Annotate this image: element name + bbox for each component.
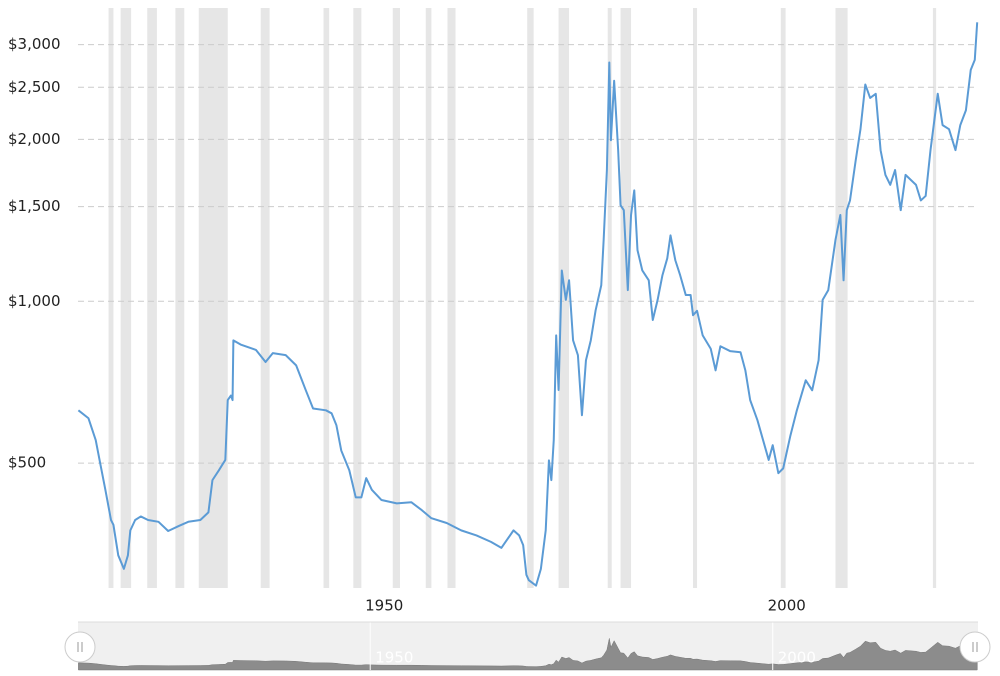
navigator-handle-right[interactable] <box>959 631 991 663</box>
recession-band <box>108 8 114 588</box>
navigator-tick-label: 1950 <box>375 649 413 667</box>
y-tick-label: $2,500 <box>8 78 61 96</box>
y-tick-label: $3,000 <box>8 35 61 53</box>
x-tick-label: 1950 <box>365 597 403 615</box>
recession-band <box>323 8 330 588</box>
recession-band <box>607 8 612 588</box>
y-tick-label: $1,000 <box>8 292 61 310</box>
handle[interactable] <box>959 631 991 663</box>
recession-layer <box>108 8 937 588</box>
recession-band <box>147 8 157 588</box>
recession-band <box>353 8 362 588</box>
recession-band <box>780 8 786 588</box>
recession-band <box>932 8 937 588</box>
y-tick-label: $1,500 <box>8 197 61 215</box>
plot-layer <box>77 22 979 587</box>
recession-band <box>693 8 698 588</box>
recession-band <box>558 8 570 588</box>
recession-band <box>527 8 534 588</box>
y-tick-label: $500 <box>8 454 46 472</box>
grid-layer: $500 $1,000 $1,500 $2,000 $2,500 $3,000 1950 20… <box>8 35 978 615</box>
navigator-tick-label: 2000 <box>778 649 816 667</box>
recession-band <box>835 8 848 588</box>
recession-band <box>425 8 432 588</box>
y-tick-label: $2,000 <box>8 130 61 148</box>
price-line <box>77 22 979 587</box>
recession-band <box>260 8 270 588</box>
recession-band <box>392 8 401 588</box>
x-tick-label: 2000 <box>768 597 806 615</box>
handle[interactable] <box>64 631 96 663</box>
recession-band <box>198 8 228 588</box>
recession-band <box>447 8 456 588</box>
navigator-handle-left[interactable] <box>64 631 96 663</box>
navigator-area <box>78 632 978 671</box>
recession-band <box>620 8 632 588</box>
recession-band <box>175 8 185 588</box>
recession-band <box>120 8 132 588</box>
navigator: 1950 2000 <box>78 622 978 671</box>
